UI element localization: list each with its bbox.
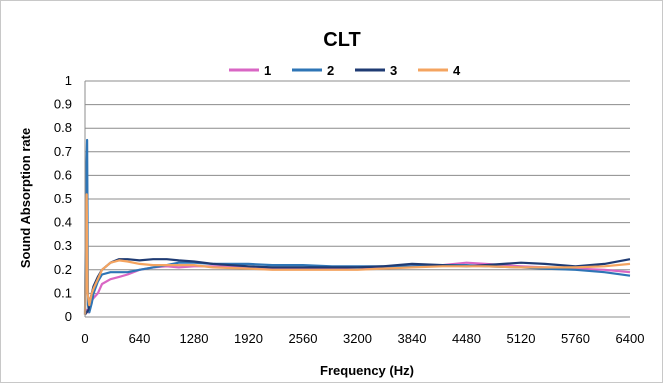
y-tick-labels: 0 0.1 0.2 0.3 0.4 0.5 0.6 0.7 0.8 0.9 1 bbox=[54, 73, 72, 324]
x-tick-label: 2560 bbox=[289, 331, 318, 346]
legend-label: 1 bbox=[264, 63, 271, 78]
x-tick-label: 1920 bbox=[234, 331, 263, 346]
y-tick-label: 0.7 bbox=[54, 144, 72, 159]
y-tick-label: 1 bbox=[65, 73, 72, 88]
x-tick-label: 5120 bbox=[507, 331, 536, 346]
legend: 1 2 3 4 bbox=[229, 63, 461, 78]
y-axis-label: Sound Absorption rate bbox=[18, 128, 33, 268]
legend-label: 4 bbox=[453, 63, 461, 78]
x-tick-labels: 0 640 1280 1920 2560 3200 3840 4480 5120 5760 6400 bbox=[81, 331, 644, 346]
x-tick-label: 4480 bbox=[452, 331, 481, 346]
x-tick-label: 3200 bbox=[343, 331, 372, 346]
y-tick-label: 0.4 bbox=[54, 215, 72, 230]
x-tick-label: 5760 bbox=[561, 331, 590, 346]
series-line-4 bbox=[83, 193, 631, 315]
axes-layer bbox=[84, 81, 630, 318]
legend-label: 2 bbox=[327, 63, 334, 78]
chart-title: CLT bbox=[323, 29, 360, 51]
y-tick-label: 0.1 bbox=[54, 285, 72, 300]
y-tick-label: 0.3 bbox=[54, 238, 72, 253]
series-layer bbox=[83, 138, 631, 316]
series-line-2 bbox=[83, 138, 631, 315]
legend-label: 3 bbox=[390, 63, 397, 78]
x-tick-label: 0 bbox=[81, 331, 88, 346]
y-tick-label: 0 bbox=[65, 309, 72, 324]
x-tick-label: 1280 bbox=[180, 331, 209, 346]
y-tick-label: 0.9 bbox=[54, 97, 72, 112]
x-tick-label: 6400 bbox=[616, 331, 645, 346]
y-tick-label: 0.2 bbox=[54, 262, 72, 277]
x-tick-label: 640 bbox=[129, 331, 151, 346]
grid-layer bbox=[85, 80, 630, 318]
y-tick-label: 0.8 bbox=[54, 120, 72, 135]
y-tick-label: 0.6 bbox=[54, 167, 72, 182]
x-axis-label: Frequency (Hz) bbox=[320, 363, 414, 378]
x-tick-label: 3840 bbox=[398, 331, 427, 346]
y-tick-label: 0.5 bbox=[54, 191, 72, 206]
